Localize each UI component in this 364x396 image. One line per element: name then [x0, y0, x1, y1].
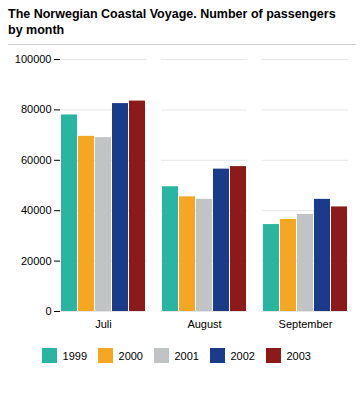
html-text:2002: 2002: [230, 349, 255, 362]
svg-text:August: August: [187, 318, 221, 330]
html-text:by month: by month: [8, 23, 65, 37]
svg-text:60000: 60000: [21, 154, 52, 166]
svg-text:100000: 100000: [15, 53, 52, 65]
html-text:1999: 1999: [62, 349, 87, 362]
svg-text:40000: 40000: [21, 204, 52, 216]
html-text:2000: 2000: [118, 349, 143, 362]
svg-text:September: September: [279, 318, 333, 330]
svg-text:80000: 80000: [21, 103, 52, 115]
svg-text:20000: 20000: [21, 255, 52, 267]
html-text:2001: 2001: [174, 349, 199, 362]
svg-text:Juli: Juli: [95, 318, 112, 330]
html-text:2003: 2003: [286, 349, 311, 362]
html-text:The Norwegian Coastal Voyage.: The Norwegian Coastal Voyage. Number of …: [8, 7, 336, 21]
svg-text:0: 0: [45, 305, 51, 317]
